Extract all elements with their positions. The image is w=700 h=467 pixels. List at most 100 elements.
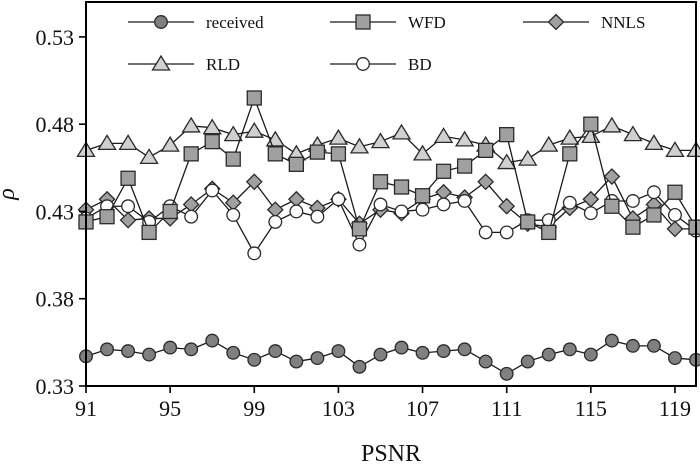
- data-point: [204, 133, 220, 150]
- data-point: [268, 344, 283, 359]
- data-point: [331, 192, 346, 207]
- data-point: [520, 354, 535, 369]
- data-point: [499, 127, 515, 143]
- data-point: [499, 225, 514, 240]
- legend: received WFD NNLS RLD BD: [128, 13, 645, 74]
- data-point: [646, 207, 662, 223]
- data-point: [310, 209, 325, 224]
- data-point: [686, 141, 700, 158]
- series-wfd: [78, 90, 700, 241]
- data-point: [373, 347, 388, 362]
- x-axis-title: PSNR: [361, 441, 421, 467]
- data-point: [646, 338, 661, 353]
- data-point: [625, 338, 640, 353]
- data-point: [623, 125, 643, 142]
- marks-layer: [76, 90, 700, 381]
- data-point: [139, 148, 159, 164]
- data-point: [328, 128, 349, 145]
- data-point: [202, 118, 222, 135]
- legend-item: received: [128, 13, 264, 32]
- data-point: [288, 156, 304, 172]
- data-point: [435, 183, 453, 201]
- data-point: [141, 224, 157, 241]
- series-rld: [76, 116, 700, 170]
- data-point: [436, 197, 451, 212]
- data-point: [121, 199, 136, 214]
- legend-label: BD: [408, 55, 432, 74]
- data-point: [415, 202, 430, 217]
- data-point: [433, 127, 454, 144]
- legend-label: received: [206, 13, 264, 32]
- data-point: [668, 207, 682, 222]
- data-point: [541, 224, 557, 241]
- data-point: [688, 219, 700, 235]
- data-point: [121, 344, 136, 359]
- legend-marker: [151, 54, 171, 71]
- data-point: [457, 194, 472, 208]
- series-line: [85, 339, 697, 375]
- data-point: [391, 123, 412, 140]
- data-point: [604, 333, 619, 348]
- data-point: [244, 121, 264, 138]
- x-tick-label: 115: [575, 396, 607, 421]
- legend-item: NNLS: [523, 13, 645, 32]
- data-point: [604, 198, 620, 214]
- data-point: [289, 354, 304, 369]
- data-point: [99, 209, 115, 225]
- legend-marker: [356, 57, 370, 71]
- data-point: [268, 214, 283, 229]
- x-tick-label: 91: [75, 396, 97, 421]
- data-point: [289, 204, 304, 219]
- data-point: [560, 128, 580, 145]
- data-point: [349, 137, 370, 154]
- data-point: [119, 211, 137, 229]
- data-point: [245, 173, 263, 191]
- series-received: [79, 333, 700, 381]
- data-point: [668, 351, 682, 366]
- data-point: [181, 116, 201, 133]
- y-tick-label: 0.43: [36, 199, 75, 224]
- data-point: [583, 347, 598, 362]
- data-point: [223, 125, 243, 142]
- series-bd: [79, 183, 700, 261]
- data-point: [205, 333, 220, 348]
- data-point: [373, 197, 388, 212]
- data-point: [456, 158, 473, 174]
- data-point: [562, 146, 578, 162]
- data-point: [310, 351, 325, 366]
- data-point: [183, 146, 199, 162]
- data-point: [646, 185, 661, 200]
- legend-label: RLD: [206, 55, 240, 74]
- data-point: [205, 183, 220, 198]
- data-point: [498, 197, 516, 215]
- data-point: [163, 340, 178, 355]
- data-point: [478, 142, 494, 159]
- x-tick-label: 119: [659, 396, 691, 421]
- data-point: [541, 347, 556, 362]
- data-point: [520, 214, 536, 230]
- data-point: [267, 146, 283, 162]
- legend-item: WFD: [330, 13, 446, 32]
- data-point: [393, 179, 410, 195]
- data-point: [625, 194, 640, 208]
- data-point: [287, 190, 305, 208]
- data-point: [435, 163, 452, 179]
- data-point: [120, 170, 136, 186]
- legend-marker: [154, 15, 168, 29]
- data-point: [247, 246, 262, 261]
- data-point: [352, 359, 367, 374]
- data-point: [351, 221, 368, 237]
- data-point: [457, 342, 472, 357]
- data-point: [184, 342, 199, 357]
- x-tick-label: 103: [322, 396, 355, 421]
- data-point: [142, 347, 157, 362]
- data-point: [665, 141, 685, 158]
- data-point: [162, 203, 178, 220]
- x-tick-label: 107: [406, 396, 439, 421]
- data-point: [666, 220, 684, 238]
- data-point: [394, 340, 409, 355]
- data-point: [689, 352, 700, 367]
- data-point: [478, 225, 493, 240]
- data-point: [247, 352, 262, 367]
